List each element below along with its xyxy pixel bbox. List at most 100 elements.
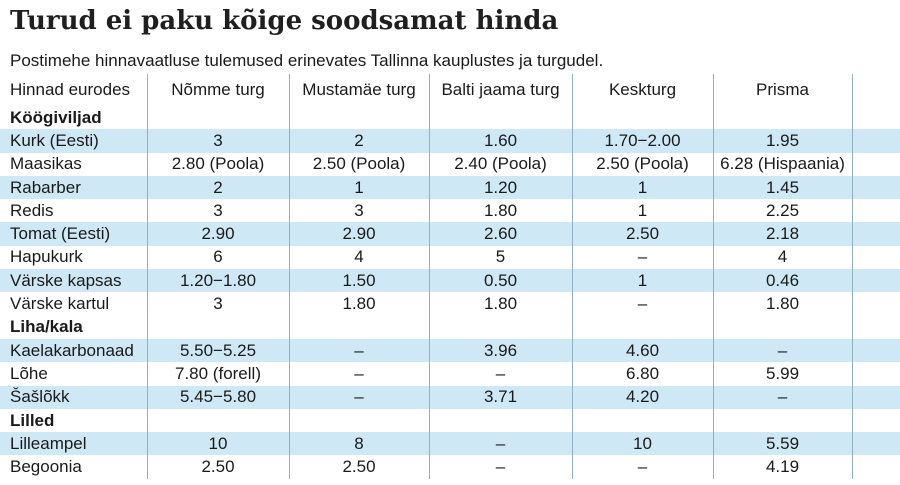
price-cell (851, 385, 900, 409)
price-cell: – (428, 455, 572, 479)
page-subtitle: Postimehe hinnavaatluse tulemused erinev… (10, 51, 604, 70)
row-label: Lilleampel (0, 432, 147, 456)
price-cell: 5.59 (712, 432, 852, 456)
price-cell: – (288, 338, 429, 363)
table-header-row: Hinnad eurodes Nõmme turg Mustamäe turg Bal… (0, 74, 900, 106)
row-label: Šašlõkk (0, 385, 147, 409)
price-cell (428, 408, 572, 433)
column-header: Keskturg (571, 74, 713, 106)
price-cell: 2.25 (712, 199, 852, 223)
section-label: Liha/kala (10, 317, 83, 337)
price-cell: – (428, 432, 572, 456)
price-cell (851, 408, 900, 433)
price-cell (851, 175, 900, 200)
price-cell: 1.45 (712, 175, 852, 200)
price-cell: 1 (571, 199, 713, 223)
price-cell: 6.80 (571, 362, 713, 386)
price-cell: 1.60 (428, 129, 572, 153)
row-label: Kaelakarbonaad (0, 338, 147, 363)
price-cell: 8 (288, 432, 429, 456)
price-cell: 2.90 (288, 222, 429, 246)
row-label: Tomat (Eesti) (0, 222, 147, 246)
price-cell (851, 315, 900, 339)
price-cell (288, 315, 429, 339)
price-cell: 2.50 (571, 222, 713, 246)
section-row: Lilled (0, 408, 900, 433)
price-cell (146, 106, 289, 130)
table-row: Lõhe 7.80 (forell) – –6.80 5.99 (0, 362, 900, 386)
price-cell: – (288, 362, 429, 386)
price-cell: 2.50 (Poola) (571, 152, 713, 176)
price-cell: 5.45−5.80 (146, 385, 289, 409)
price-cell (712, 106, 852, 130)
price-cell: 4.3 (851, 152, 900, 176)
table-row: Begoonia 2.50 2.50– –4.19 (0, 455, 900, 479)
column-header: Ste (851, 74, 900, 106)
row-label: Redis (10, 200, 54, 220)
section-row: Liha/kala (0, 315, 900, 339)
price-cell: 10 (571, 432, 713, 456)
table-row: Rabarber 2 1 1.20 1 1.45 (0, 175, 900, 200)
column-header: Nõmme turg (146, 74, 289, 106)
price-cell: 4.60 (571, 338, 713, 363)
column-header: Mustamäe turg (288, 74, 429, 106)
price-cell: 4 (288, 245, 429, 270)
price-cell: – (712, 385, 852, 409)
price-cell (851, 362, 900, 386)
price-cell (851, 455, 900, 479)
row-label: Rabarber (0, 175, 147, 200)
price-cell: 1 (571, 175, 713, 200)
price-cell (851, 106, 900, 130)
column-header: Hinnad eurodes (10, 80, 131, 99)
price-cell (288, 408, 429, 433)
price-cell (851, 129, 900, 153)
price-cell: – (571, 292, 713, 316)
table-row: Redis 3 3 1.80 1 2.25 (0, 199, 900, 223)
section-label: Köögiviljad (10, 107, 102, 127)
section-label: Lilled (10, 410, 55, 430)
price-table: Hinnad eurodes Nõmme turg Mustamäe turg Bal… (0, 74, 900, 479)
price-cell (571, 315, 713, 339)
price-cell: 1.20−1.80 (146, 269, 289, 293)
table-row: Värske kapsas 1.20−1.80 1.50 0.50 1 0.46 (0, 269, 900, 293)
row-label: Maasikas (10, 154, 82, 174)
price-cell (851, 199, 900, 223)
price-cell: 2 (288, 129, 429, 153)
table-row: Värske kartul 3 1.80 1.80–1.80 (0, 292, 900, 316)
table-row: Kurk (Eesti) 3 2 1.60 1.70−2.00 1.95 (0, 129, 900, 153)
page-title: Turud ei paku kõige soodsamat hinda (10, 6, 559, 36)
row-label: Värske kartul (10, 294, 110, 314)
price-cell: 1.70−2.00 (571, 129, 713, 153)
price-cell (851, 245, 900, 270)
price-cell: 1.80 (712, 292, 852, 316)
price-cell: 2.90 (146, 222, 289, 246)
price-cell: 4 (712, 245, 852, 270)
price-cell (571, 106, 713, 130)
price-cell: – (428, 362, 572, 386)
price-cell: 5.50−5.25 (146, 338, 289, 363)
price-cell: 2.50 (288, 455, 429, 479)
price-cell: – (712, 338, 852, 363)
price-cell: 6.28 (Hispaania) (712, 152, 852, 176)
table-row: Maasikas 2.80 (Poola) 2.50 (Poola) 2.40 (Po… (0, 152, 900, 176)
table-row: Šašlõkk 5.45−5.80–3.71 4.20– (0, 385, 900, 409)
price-cell (146, 315, 289, 339)
price-cell: 1.80 (428, 292, 572, 316)
price-cell: 4.19 (712, 455, 852, 479)
price-cell: 2.50 (146, 455, 289, 479)
price-cell: 1.80 (428, 199, 572, 223)
price-cell: 3 (146, 292, 289, 316)
price-cell: 3.96 (428, 338, 572, 363)
price-cell: 2.80 (Poola) (146, 152, 289, 176)
price-cell: – (288, 385, 429, 409)
table-row: Tomat (Eesti) 2.90 2.90 2.60 2.50 2.18 (0, 222, 900, 246)
price-cell: 3 (146, 199, 289, 223)
price-cell (146, 408, 289, 433)
price-cell: 5 (428, 245, 572, 270)
price-cell: 3 (146, 129, 289, 153)
price-cell (851, 222, 900, 246)
table-body: Köögiviljad Kurk (Eesti) 3 2 1.60 1.70−2.00 1.… (0, 106, 900, 479)
table-row: Hapukurk 6 4 5–4 (0, 245, 900, 270)
price-cell (851, 432, 900, 456)
price-cell (288, 106, 429, 130)
